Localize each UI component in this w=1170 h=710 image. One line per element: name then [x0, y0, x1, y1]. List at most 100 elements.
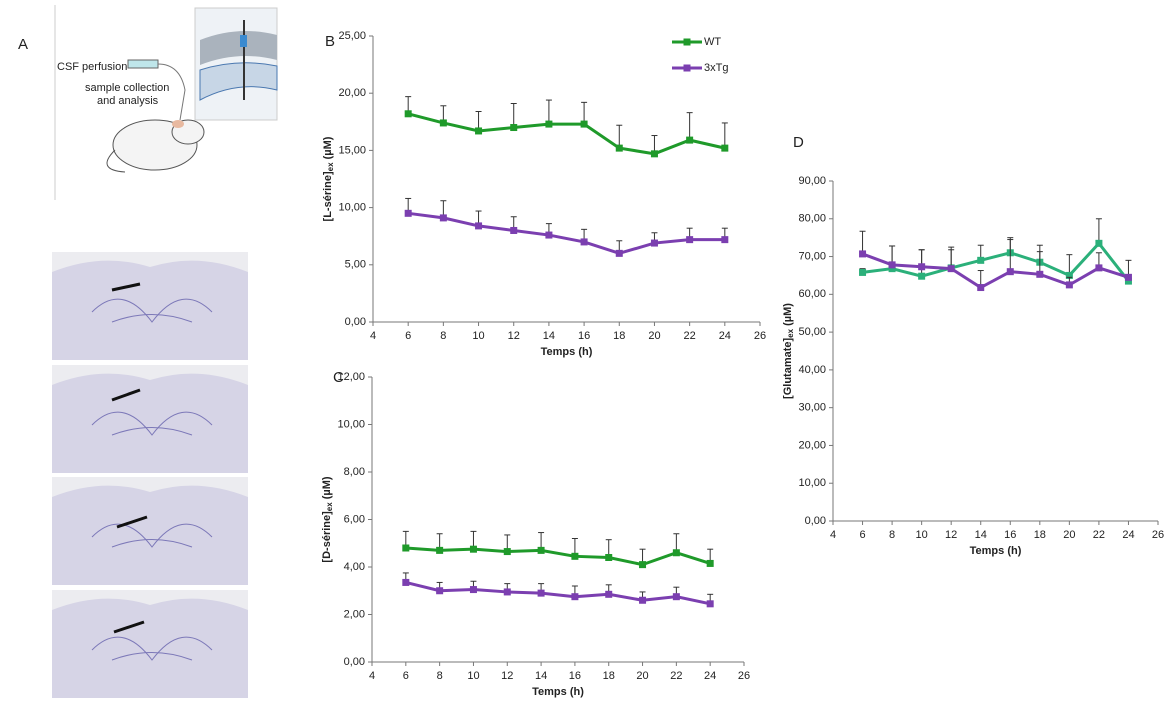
legend-label: 3xTg — [704, 62, 728, 74]
x-tick-label: 4 — [830, 529, 836, 541]
marker — [605, 554, 613, 561]
series-line — [862, 252, 1129, 290]
marker — [571, 552, 579, 560]
series-line — [407, 112, 726, 156]
marker — [706, 600, 714, 608]
x-tick-label: 16 — [578, 330, 590, 342]
x-tick-label: 16 — [1004, 529, 1016, 541]
series-line — [407, 211, 725, 255]
marker — [545, 120, 553, 128]
marker — [503, 588, 511, 596]
x-tick-label: 8 — [437, 670, 443, 682]
y-tick-label: 20,00 — [798, 439, 826, 451]
y-tick-label: 10,00 — [798, 477, 826, 489]
x-tick-label: 22 — [1093, 529, 1105, 541]
x-tick-label: 14 — [975, 529, 987, 541]
marker — [537, 546, 545, 554]
y-label-sub: ex — [326, 162, 335, 171]
x-tick-label: 20 — [636, 670, 648, 682]
panel-letter: A — [18, 36, 28, 53]
marker — [859, 268, 867, 276]
x-tick-label: 14 — [535, 670, 547, 682]
marker — [977, 284, 985, 292]
y-tick-label: 5,00 — [345, 259, 366, 271]
marker — [439, 119, 447, 127]
x-tick-label: 10 — [472, 330, 484, 342]
y-label-sub: ex — [325, 502, 334, 511]
marker — [1065, 271, 1073, 279]
marker — [977, 256, 985, 264]
x-tick-label: 26 — [738, 670, 750, 682]
marker — [1095, 264, 1103, 272]
x-tick-label: 22 — [684, 330, 696, 342]
x-tick-label: 6 — [859, 529, 865, 541]
y-tick-label: 70,00 — [798, 250, 826, 262]
marker — [672, 593, 680, 601]
marker — [615, 249, 623, 257]
marker — [580, 238, 588, 246]
legend-label: WT — [704, 36, 721, 48]
y-label-unit: (µM) — [321, 476, 333, 502]
marker — [571, 593, 579, 601]
marker — [918, 263, 926, 271]
marker — [1036, 270, 1044, 278]
y-tick-label: 50,00 — [798, 326, 826, 338]
marker — [503, 548, 511, 556]
x-tick-label: 12 — [508, 330, 520, 342]
marker — [402, 578, 410, 586]
x-tick-label: 10 — [467, 670, 479, 682]
marker — [686, 236, 694, 244]
y-tick-label: 90,00 — [798, 175, 826, 187]
y-label-unit: (µM) — [322, 136, 334, 162]
marker — [1124, 277, 1132, 285]
x-tick-label: 6 — [405, 330, 411, 342]
marker — [436, 587, 444, 595]
y-tick-label: 30,00 — [798, 402, 826, 414]
marker — [580, 120, 588, 128]
x-axis-label: Temps (h) — [541, 346, 593, 358]
marker — [545, 231, 553, 239]
x-axis-label: Temps (h) — [970, 545, 1022, 557]
y-tick-label: 6,00 — [344, 513, 365, 525]
x-tick-label: 26 — [754, 330, 766, 342]
y-tick-label: 25,00 — [338, 30, 366, 42]
marker — [721, 236, 729, 244]
marker — [605, 590, 613, 598]
panel-letter: D — [793, 134, 804, 151]
y-axis-label: [D-sérine]ex (µM) — [321, 476, 334, 562]
marker — [510, 124, 518, 132]
x-tick-label: 8 — [440, 330, 446, 342]
legend-marker — [683, 38, 691, 46]
marker — [510, 226, 518, 234]
y-tick-label: 15,00 — [338, 144, 366, 156]
y-axis-label: [Glutamate]ex (µM) — [782, 303, 795, 399]
x-axis-label: Temps (h) — [532, 686, 584, 698]
marker — [469, 586, 477, 594]
marker — [615, 144, 623, 152]
marker — [1065, 281, 1073, 289]
marker — [650, 239, 658, 247]
y-tick-label: 10,00 — [337, 418, 365, 430]
x-tick-label: 18 — [613, 330, 625, 342]
marker — [469, 545, 477, 553]
y-tick-label: 20,00 — [338, 87, 366, 99]
panel-letter: B — [325, 33, 335, 50]
x-tick-label: 16 — [569, 670, 581, 682]
marker — [947, 265, 955, 273]
brain-sections — [52, 252, 248, 698]
panel-letter: C — [333, 369, 344, 386]
marker — [402, 544, 410, 552]
y-tick-label: 0,00 — [805, 515, 826, 527]
marker — [436, 546, 444, 554]
y-tick-label: 2,00 — [344, 608, 365, 620]
x-tick-label: 24 — [719, 330, 731, 342]
marker — [918, 272, 926, 280]
x-tick-label: 4 — [370, 330, 376, 342]
y-tick-label: 10,00 — [338, 202, 366, 214]
marker — [1095, 239, 1103, 247]
marker — [859, 250, 867, 258]
x-tick-label: 14 — [543, 330, 555, 342]
series-line — [862, 241, 1130, 283]
marker — [475, 127, 483, 135]
